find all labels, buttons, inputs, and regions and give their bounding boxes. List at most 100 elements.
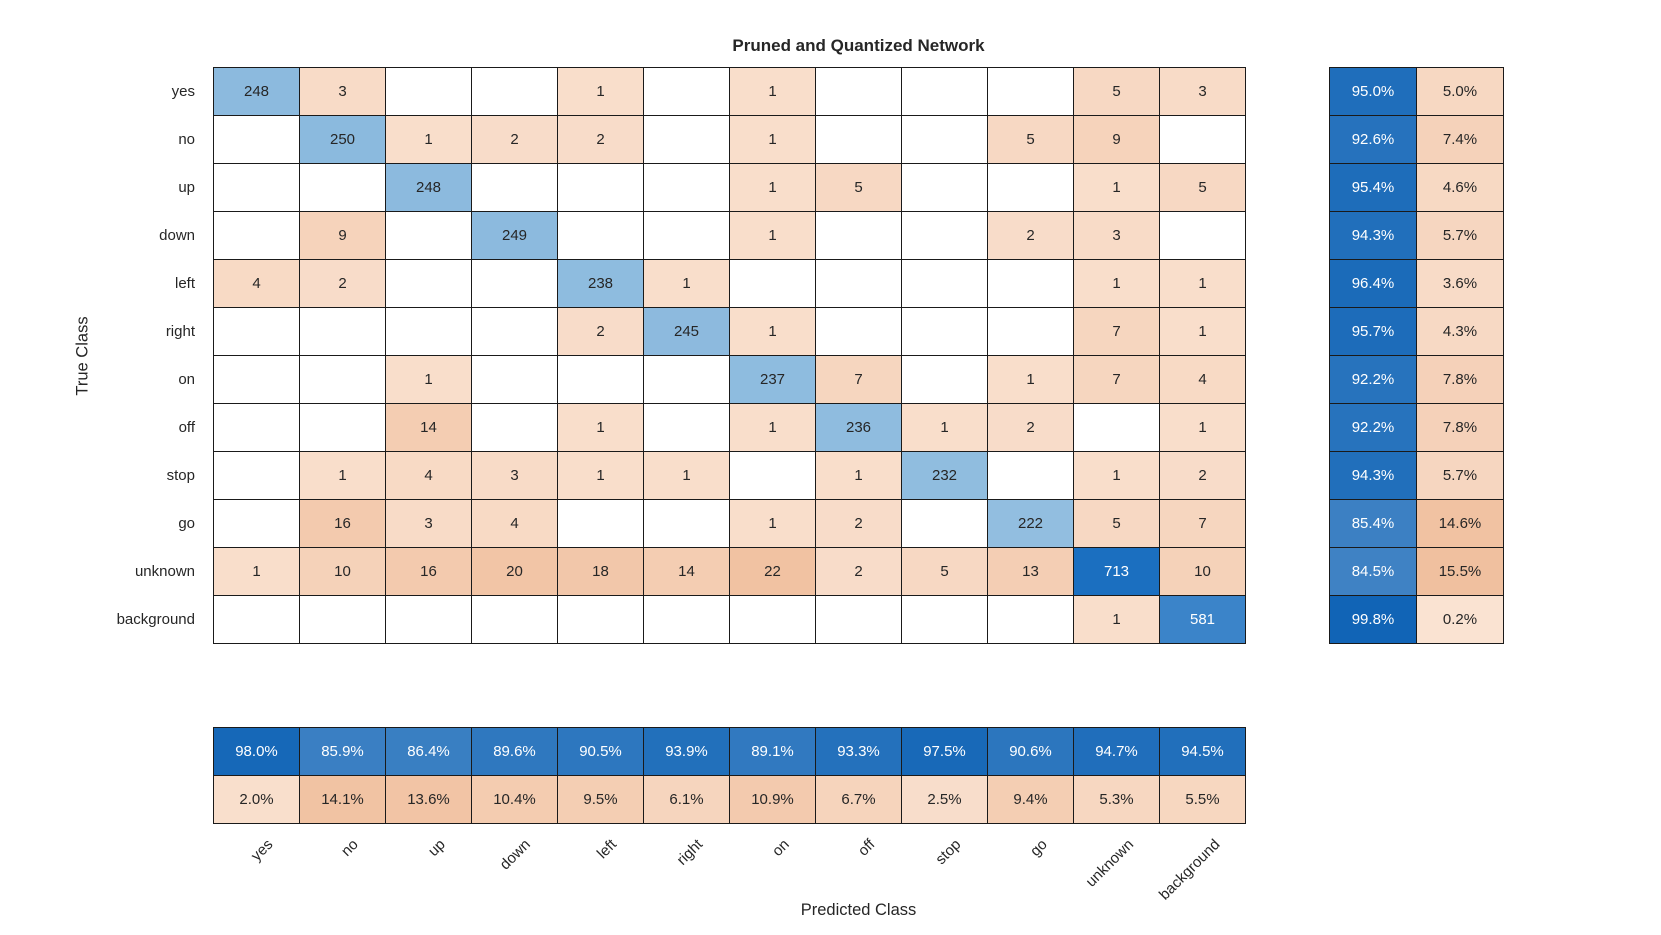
matrix-cell: 5 [902,548,987,595]
matrix-cell [730,260,815,307]
matrix-cell: 1 [730,404,815,451]
matrix-cell: 5 [816,164,901,211]
matrix-cell [300,596,385,643]
matrix-cell [472,260,557,307]
row-summary-grid: 95.0% 5.0% 92.6% 7.4% 95.4% 4.6% 94.3% 5.7% 96.4… [1329,67,1504,644]
matrix-cell [644,116,729,163]
row-summary-incorrect-cell: 4.3% [1417,308,1503,355]
matrix-cell: 1 [386,116,471,163]
x-tick-label: go [1026,836,1051,860]
matrix-cell [988,68,1073,115]
matrix-cell [558,164,643,211]
matrix-cell: 3 [1074,212,1159,259]
col-summary-correct-cell: 98.0% [214,728,299,775]
row-summary-correct-cell: 94.3% [1330,452,1416,499]
row-summary-incorrect-cell: 14.6% [1417,500,1503,547]
matrix-cell: 7 [1074,308,1159,355]
matrix-cell: 4 [214,260,299,307]
y-tick-label: right [165,322,195,340]
matrix-cell [644,404,729,451]
matrix-cell [214,500,299,547]
x-tick-label: stop [932,836,965,869]
matrix-cell [644,68,729,115]
matrix-cell [214,164,299,211]
matrix-cell: 1 [730,164,815,211]
col-summary-incorrect-cell: 10.4% [472,776,557,823]
matrix-cell: 3 [472,452,557,499]
matrix-cell: 2 [988,404,1073,451]
matrix-cell [1160,116,1245,163]
matrix-cell [386,308,471,355]
row-summary-correct-cell: 92.6% [1330,116,1416,163]
matrix-cell [558,356,643,403]
matrix-cell: 2 [816,548,901,595]
x-tick-label: left [594,836,621,863]
matrix-cell: 16 [386,548,471,595]
row-summary-correct-cell: 84.5% [1330,548,1416,595]
y-tick-label: no [178,130,195,148]
matrix-cell: 1 [1160,260,1245,307]
col-summary-incorrect-cell: 5.3% [1074,776,1159,823]
matrix-cell [214,404,299,451]
matrix-cell: 236 [816,404,901,451]
matrix-cell: 1 [386,356,471,403]
matrix-cell [300,164,385,211]
row-summary-correct-cell: 85.4% [1330,500,1416,547]
col-summary-correct-cell: 93.9% [644,728,729,775]
matrix-cell [386,212,471,259]
y-tick-labels: yes no up down left right on off stop go unknown ba… [0,67,204,644]
col-summary-correct-cell: 90.6% [988,728,1073,775]
matrix-cell: 3 [386,500,471,547]
matrix-cell: 5 [1074,500,1159,547]
matrix-cell [902,596,987,643]
x-tick-label: up [424,836,449,860]
matrix-cell: 2 [1160,452,1245,499]
y-tick-label: background [116,611,195,629]
x-tick-label: right [673,836,707,869]
x-tick-label: on [768,836,793,860]
col-summary-correct-cell: 89.6% [472,728,557,775]
x-tick-label: off [855,836,879,860]
matrix-cell [472,164,557,211]
row-summary-correct-cell: 95.0% [1330,68,1416,115]
matrix-cell [730,596,815,643]
matrix-cell: 10 [1160,548,1245,595]
matrix-cell [214,596,299,643]
row-summary-correct-cell: 96.4% [1330,260,1416,307]
row-summary-incorrect-cell: 5.0% [1417,68,1503,115]
matrix-cell [214,356,299,403]
matrix-cell: 2 [988,212,1073,259]
row-summary-incorrect-cell: 5.7% [1417,452,1503,499]
matrix-cell [386,260,471,307]
col-summary-incorrect-cell: 6.7% [816,776,901,823]
matrix-cell [816,116,901,163]
matrix-cell: 5 [1160,164,1245,211]
matrix-cell: 20 [472,548,557,595]
x-tick-label: background [1155,836,1223,904]
matrix-cell: 2 [558,308,643,355]
matrix-cell: 22 [730,548,815,595]
x-tick-label: yes [247,836,277,865]
matrix-cell [558,212,643,259]
matrix-cell: 1 [730,212,815,259]
y-tick-label: left [174,274,195,292]
matrix-cell: 1 [730,68,815,115]
chart-title: Pruned and Quantized Network [732,36,985,55]
matrix-cell [816,596,901,643]
matrix-cell [988,596,1073,643]
col-summary-correct-cell: 86.4% [386,728,471,775]
col-summary-correct-cell: 97.5% [902,728,987,775]
row-summary-incorrect-cell: 7.8% [1417,356,1503,403]
col-summary-correct-cell: 94.7% [1074,728,1159,775]
y-tick-label: up [178,178,195,196]
matrix-cell: 2 [300,260,385,307]
matrix-cell [1160,212,1245,259]
row-summary-correct-cell: 95.4% [1330,164,1416,211]
y-tick-label: down [159,226,195,244]
matrix-cell: 237 [730,356,815,403]
matrix-cell: 7 [1160,500,1245,547]
row-summary-correct-cell: 92.2% [1330,404,1416,451]
matrix-cell: 1 [644,452,729,499]
matrix-cell [644,596,729,643]
y-tick-label: unknown [134,563,195,581]
